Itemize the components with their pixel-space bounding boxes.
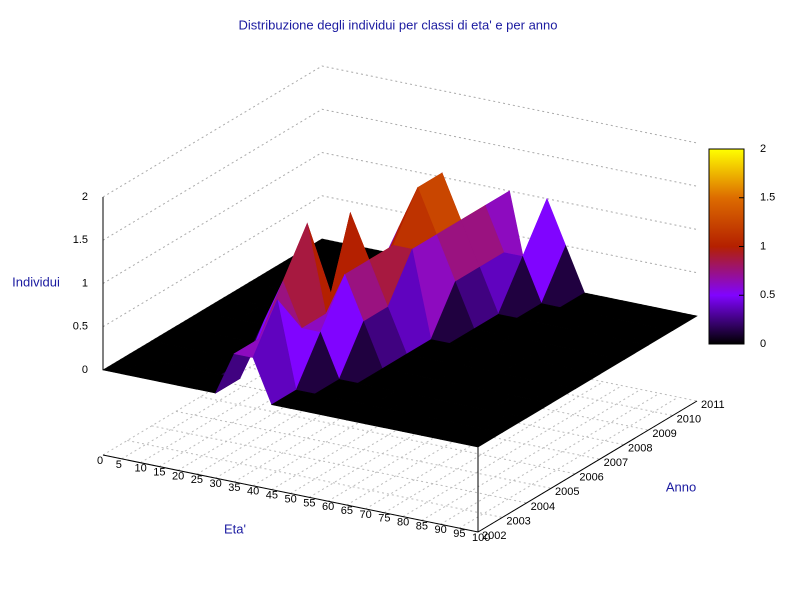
x-tick-label: 45 <box>266 490 278 502</box>
z-tick-label: 1.5 <box>73 234 88 246</box>
z-tick-label: 0.5 <box>73 321 88 333</box>
x-tick-label: 90 <box>435 524 447 536</box>
colorbox-tick-label: 2 <box>760 143 766 155</box>
y-axis-label: Anno <box>666 479 696 494</box>
grid-line <box>127 439 503 518</box>
x-tick-label: 30 <box>210 478 222 490</box>
x-tick-label: 15 <box>153 466 165 478</box>
x-tick-label: 10 <box>135 463 147 475</box>
grid-line <box>102 65 698 198</box>
x-tick-label: 70 <box>360 509 372 521</box>
y-tick-label: 2010 <box>677 413 701 425</box>
y-tick-label: 2006 <box>579 472 603 484</box>
colorbox-tick-label: 1.5 <box>760 192 775 204</box>
colorbox-tick-label: 0 <box>760 338 766 350</box>
y-tick-label: 2004 <box>531 501 555 513</box>
x-tick-label: 0 <box>97 455 103 467</box>
y-tick-label: 2003 <box>506 515 530 527</box>
x-tick-label: 35 <box>228 482 240 494</box>
z-tick-label: 0 <box>82 364 88 376</box>
y-tick-label: 2008 <box>628 443 652 455</box>
x-tick-label: 80 <box>397 517 409 529</box>
x-tick-label: 100 <box>472 532 490 544</box>
x-axis-label: Eta' <box>224 521 246 536</box>
z-tick-label: 2 <box>82 191 88 203</box>
x-tick-label: 40 <box>247 486 259 498</box>
x-tick-label: 55 <box>303 497 315 509</box>
grid-line <box>175 410 552 489</box>
z-axis-label: Individui <box>12 274 60 289</box>
x-tick-label: 60 <box>322 501 334 513</box>
x-tick-label: 65 <box>341 505 353 517</box>
x-tick-label: 25 <box>191 474 203 486</box>
x-tick-label: 75 <box>378 513 390 525</box>
grid-line <box>200 396 576 475</box>
grid-line <box>151 425 527 504</box>
surface-cell <box>458 428 504 448</box>
colorbox-tick-label: 0.5 <box>760 289 775 301</box>
x-tick-label: 5 <box>116 459 122 471</box>
colorbox-tick-label: 1 <box>760 240 766 252</box>
grid-line <box>102 151 698 284</box>
y-tick-label: 2005 <box>555 486 579 498</box>
x-tick-label: 20 <box>172 470 184 482</box>
x-tick-label: 95 <box>453 528 465 540</box>
grid-line <box>102 108 698 241</box>
y-tick-label: 2009 <box>652 428 676 440</box>
colorbox <box>708 148 745 345</box>
y-tick-label: 2002 <box>482 530 506 542</box>
y-tick-label: 2007 <box>604 457 628 469</box>
chart-title: Distribuzione degli individui per classi… <box>239 17 558 32</box>
x-tick-label: 50 <box>285 493 297 505</box>
z-tick-label: 1 <box>82 277 88 289</box>
x-tick-label: 85 <box>416 520 428 532</box>
y-tick-label: 2011 <box>701 399 725 411</box>
grid-line <box>102 195 698 328</box>
